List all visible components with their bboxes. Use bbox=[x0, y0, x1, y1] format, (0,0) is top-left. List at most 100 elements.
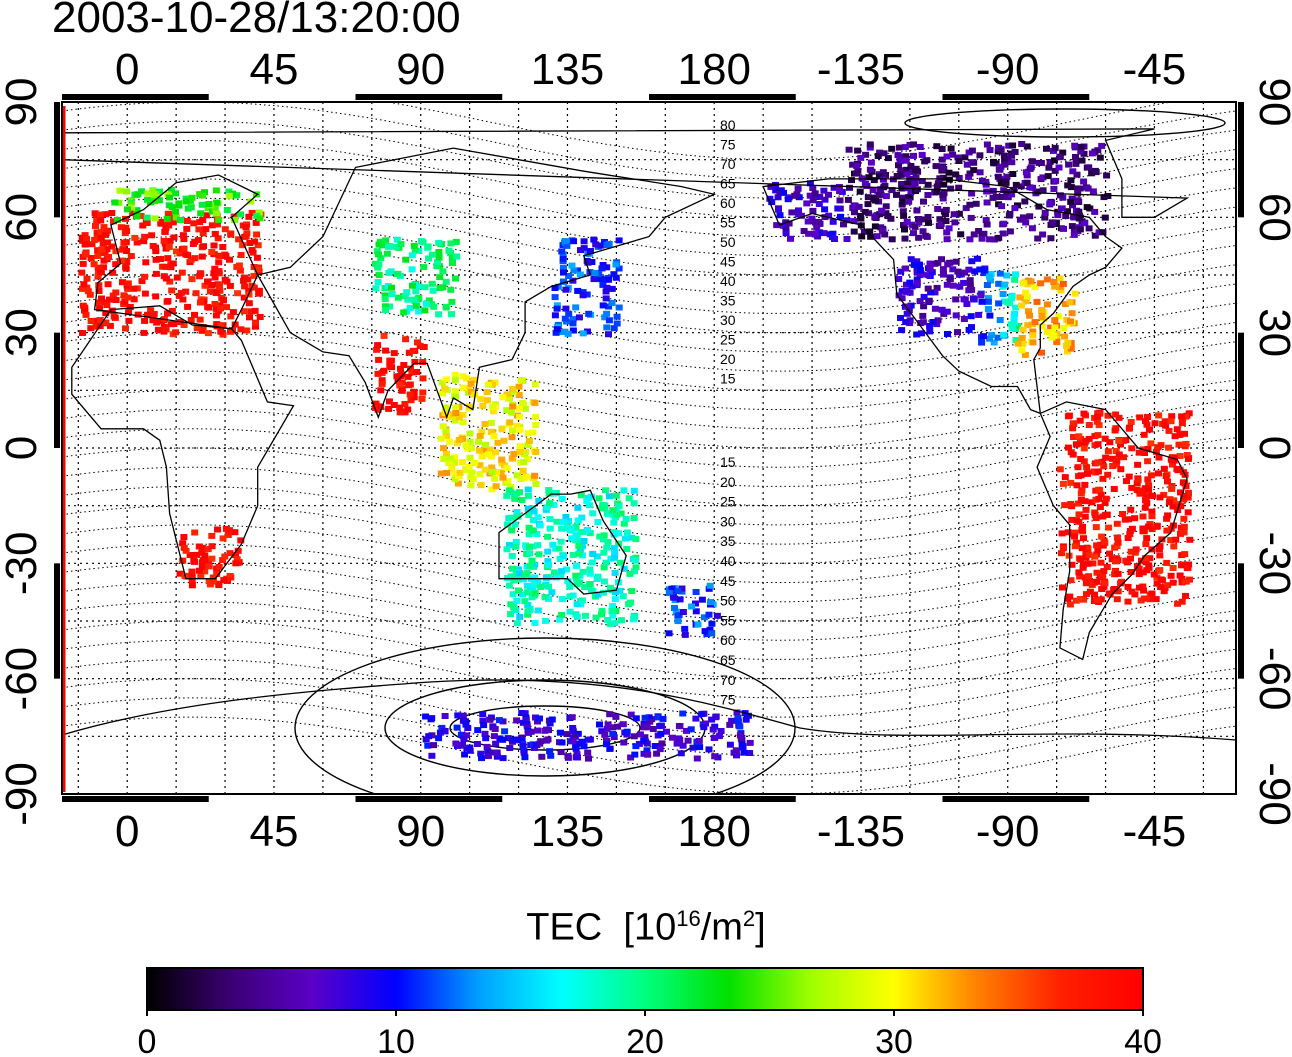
tec-cell bbox=[776, 189, 784, 196]
tec-cell bbox=[451, 417, 459, 424]
tec-cell bbox=[437, 470, 445, 477]
tec-cell bbox=[1105, 524, 1113, 531]
tec-cell bbox=[551, 285, 559, 291]
tec-cell bbox=[1038, 306, 1046, 313]
tec-cell bbox=[1185, 489, 1192, 496]
tec-cell bbox=[1094, 459, 1102, 466]
tec-cell bbox=[1104, 412, 1112, 419]
tec-cell bbox=[692, 589, 700, 595]
tec-cell bbox=[188, 194, 196, 201]
tec-cell bbox=[520, 749, 528, 756]
tec-cell bbox=[651, 743, 659, 749]
tec-cell bbox=[100, 224, 108, 231]
tec-cell bbox=[692, 600, 699, 607]
tec-cell bbox=[122, 224, 130, 231]
tec-cell bbox=[1077, 496, 1085, 503]
tec-cell bbox=[571, 733, 579, 740]
tec-cell bbox=[124, 294, 132, 301]
tec-cell bbox=[482, 735, 490, 742]
tec-cell bbox=[481, 421, 489, 427]
tec-cell bbox=[728, 717, 736, 724]
tec-cell bbox=[864, 201, 872, 208]
tec-cell bbox=[388, 284, 395, 291]
tec-cell bbox=[594, 573, 602, 580]
tec-cell bbox=[606, 711, 614, 718]
tec-cell bbox=[572, 523, 580, 530]
tec-cell bbox=[976, 266, 984, 273]
tec-cell bbox=[986, 312, 994, 319]
tec-cell bbox=[983, 199, 991, 206]
tec-cell bbox=[715, 733, 723, 740]
tec-cell bbox=[977, 292, 985, 299]
tec-cell bbox=[1078, 527, 1086, 533]
tec-cell bbox=[521, 405, 529, 412]
tec-cell bbox=[910, 230, 917, 237]
tec-cell bbox=[199, 324, 207, 330]
tec-cell bbox=[905, 198, 913, 205]
tec-cell bbox=[106, 296, 113, 303]
tec-cell bbox=[1119, 437, 1127, 444]
tec-cell bbox=[879, 228, 887, 235]
tec-cell bbox=[179, 540, 187, 547]
tec-cell bbox=[104, 281, 112, 288]
tec-cell bbox=[543, 737, 550, 744]
tec-cell bbox=[1097, 596, 1105, 603]
tec-cell bbox=[556, 729, 564, 736]
tec-cell bbox=[943, 281, 951, 288]
tec-cell bbox=[386, 357, 394, 364]
tec-cell bbox=[949, 282, 957, 289]
tec-cell bbox=[405, 349, 413, 356]
tec-cell bbox=[246, 240, 254, 246]
tec-cell bbox=[524, 589, 532, 596]
tec-cell bbox=[213, 210, 221, 217]
tec-cell bbox=[1153, 523, 1161, 530]
tec-cell bbox=[216, 282, 223, 289]
tec-cell bbox=[558, 525, 566, 532]
tec-cell bbox=[610, 734, 618, 741]
tec-cell bbox=[578, 543, 586, 550]
tec-cell bbox=[478, 755, 485, 762]
tec-cell bbox=[1149, 492, 1156, 499]
tec-cell bbox=[481, 730, 489, 737]
tec-cell bbox=[1101, 214, 1109, 221]
contour-label: 80 bbox=[720, 117, 736, 133]
tec-cell bbox=[901, 144, 909, 151]
tec-cell bbox=[478, 453, 486, 460]
tec-cell bbox=[418, 238, 425, 245]
tec-cell bbox=[1170, 457, 1178, 464]
tec-cell bbox=[1114, 539, 1122, 546]
tec-cell bbox=[996, 317, 1004, 323]
tec-cell bbox=[452, 238, 460, 245]
tec-cell bbox=[880, 150, 888, 157]
tec-cell bbox=[462, 721, 470, 728]
tec-cell bbox=[570, 267, 578, 274]
tec-cell bbox=[1069, 168, 1077, 175]
tec-cell bbox=[382, 347, 390, 354]
tec-cell bbox=[536, 715, 543, 722]
coastlines bbox=[62, 128, 1236, 741]
tec-cell bbox=[1181, 551, 1189, 558]
tec-cell bbox=[609, 603, 617, 610]
tec-cell bbox=[668, 585, 676, 592]
tec-cell bbox=[997, 194, 1005, 200]
tec-cell bbox=[943, 229, 951, 236]
tec-cell bbox=[864, 194, 872, 201]
coastline bbox=[256, 147, 717, 420]
tec-cell bbox=[558, 568, 566, 575]
tec-cell bbox=[79, 285, 86, 292]
tec-cell bbox=[509, 591, 517, 598]
tec-cell bbox=[836, 188, 844, 195]
tec-cell bbox=[523, 582, 531, 589]
tec-cell bbox=[591, 269, 599, 276]
tec-cell bbox=[893, 173, 901, 179]
tec-cell bbox=[569, 728, 577, 735]
tec-cell bbox=[234, 290, 242, 297]
tec-cell bbox=[468, 469, 476, 476]
tec-cell bbox=[688, 603, 696, 610]
tec-cell bbox=[484, 753, 492, 760]
tec-cell bbox=[1089, 560, 1097, 567]
tec-cell bbox=[772, 187, 780, 194]
tec-cell bbox=[445, 247, 453, 254]
tec-cell bbox=[481, 466, 489, 473]
tec-cell bbox=[588, 259, 596, 265]
